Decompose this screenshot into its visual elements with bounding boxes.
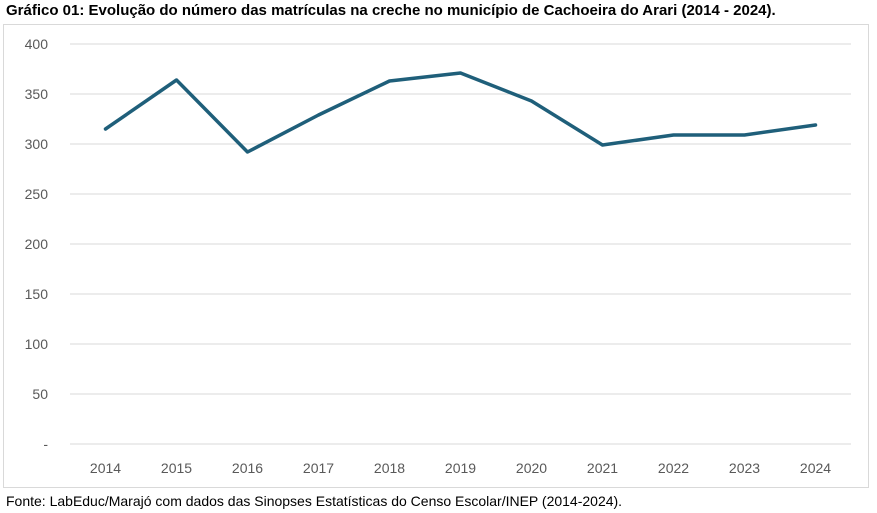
y-tick-label: -: [43, 436, 48, 452]
data-point-2017: [317, 113, 320, 117]
data-point-2020: [530, 99, 533, 103]
y-tick-label: 200: [25, 236, 49, 252]
data-point-2019: [459, 71, 462, 75]
x-tick-label: 2018: [374, 460, 405, 476]
x-tick-label: 2017: [303, 460, 334, 476]
x-tick-label: 2019: [445, 460, 476, 476]
chart-frame: [3, 24, 869, 488]
y-tick-label: 300: [25, 136, 49, 152]
y-tick-label: 250: [25, 186, 49, 202]
data-point-2014: [104, 127, 107, 131]
data-point-2022: [672, 133, 675, 137]
x-tick-label: 2014: [90, 460, 121, 476]
x-tick-label: 2023: [729, 460, 760, 476]
data-point-2018: [388, 79, 391, 83]
y-tick-label: 150: [25, 286, 49, 302]
x-tick-label: 2021: [587, 460, 618, 476]
data-point-2023: [743, 133, 746, 137]
x-tick-label: 2024: [800, 460, 831, 476]
x-tick-label: 2016: [232, 460, 263, 476]
chart-title: Gráfico 01: Evolução do número das matrí…: [6, 2, 776, 19]
x-tick-label: 2020: [516, 460, 547, 476]
y-tick-label: 100: [25, 336, 49, 352]
data-point-2024: [814, 123, 817, 127]
data-point-2016: [246, 150, 249, 154]
y-tick-label: 50: [32, 386, 48, 402]
y-tick-label: 400: [25, 36, 49, 52]
series-line: [103, 71, 818, 154]
data-point-2015: [175, 78, 178, 82]
x-tick-label: 2022: [658, 460, 689, 476]
x-tick-label: 2015: [161, 460, 192, 476]
source-note: Fonte: LabEduc/Marajó com dados das Sino…: [6, 493, 623, 509]
y-tick-label: 350: [25, 86, 49, 102]
data-point-2021: [601, 143, 604, 147]
